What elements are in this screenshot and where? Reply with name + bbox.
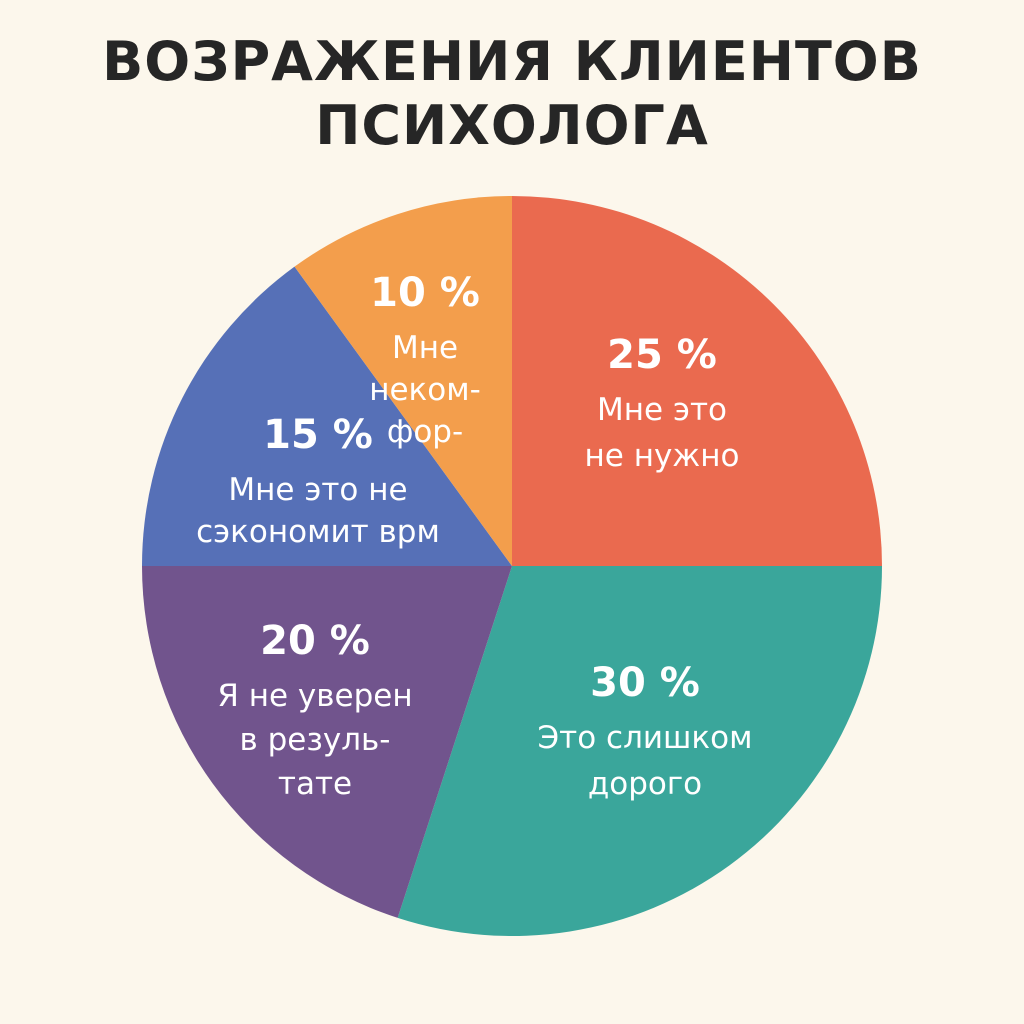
chart-title-line-1: ВОЗРАЖЕНИЯ КЛИЕНТОВ [102,30,922,93]
slice-percent-label: 20 % [260,618,370,664]
slice-category-label: Я не уверен [217,678,412,714]
slice-category-label: тате [278,766,352,802]
slice-category-label: неком- [369,372,481,408]
chart-title: ВОЗРАЖЕНИЯ КЛИЕНТОВ ПСИХОЛОГА [0,30,1024,158]
slice-category-label: Мне это [597,392,727,428]
pie-slice-15 [142,266,512,566]
pie-slice-30 [397,566,882,937]
slice-category-label: Это слишком [538,720,753,756]
slice-percent-label: 30 % [590,660,700,706]
slice-category-label: дорого [588,766,702,802]
slice-category-label: не нужно [585,438,740,474]
slice-category-label: фор- [387,414,463,450]
slice-category-label: в резуль- [240,722,391,758]
slice-category-label: сэкономит врм [196,514,440,550]
slice-category-label: Мне это не [228,472,407,508]
pie-slice-25 [512,196,882,566]
slice-percent-label: 25 % [607,332,717,378]
pie-slice-20 [142,566,512,918]
chart-title-line-2: ПСИХОЛОГА [315,94,709,157]
pie-slice-10 [294,196,512,566]
slice-percent-label: 10 % [370,270,480,316]
slice-percent-label: 15 % [263,412,373,458]
slice-category-label: Мне [392,330,458,366]
